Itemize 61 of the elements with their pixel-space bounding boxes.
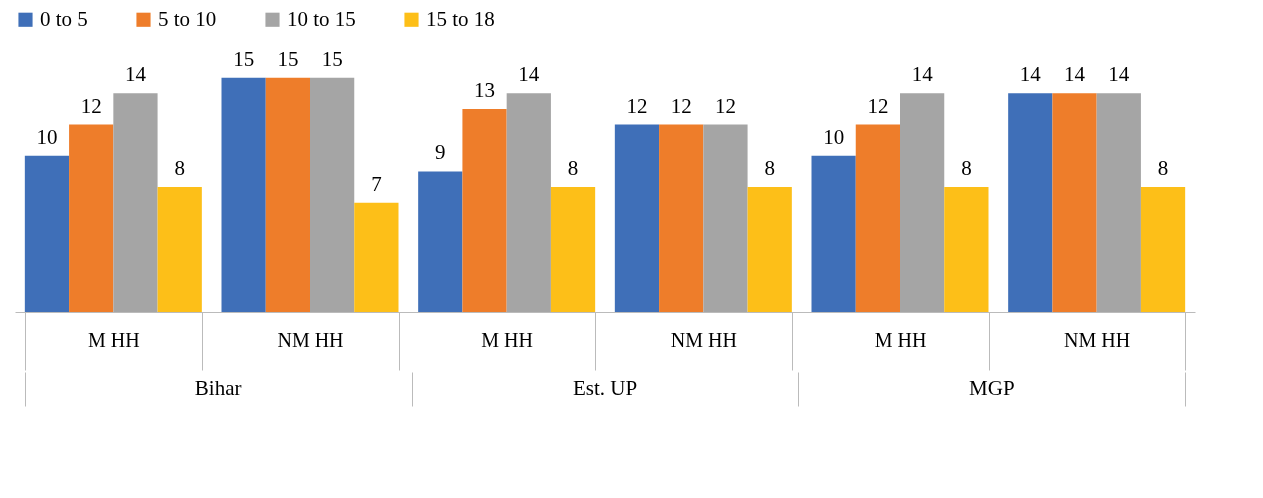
bar	[1052, 93, 1097, 312]
data-label: 8	[567, 156, 579, 180]
bar	[113, 93, 158, 312]
x-tick-label: NM HH	[277, 328, 344, 351]
bar	[550, 187, 596, 312]
data-label: 14	[124, 62, 147, 87]
bar	[703, 124, 748, 312]
data-label: 14	[911, 62, 934, 87]
data-label: 15	[233, 46, 255, 71]
legend-label: 15 to 18	[426, 6, 495, 31]
bar	[506, 93, 551, 312]
x-tick-label: NM HH	[670, 328, 737, 351]
bar	[1096, 93, 1141, 312]
bar	[462, 108, 507, 312]
data-label: 13	[474, 77, 496, 102]
bar	[24, 155, 70, 312]
bar	[418, 171, 463, 312]
x-tick-label: NM HH	[1064, 328, 1131, 351]
data-label: 12	[626, 93, 648, 118]
data-label: 7	[371, 171, 382, 196]
data-label: 15	[321, 46, 343, 71]
bar	[659, 124, 704, 312]
bar	[157, 187, 202, 312]
x-tick-label: M HH	[481, 328, 533, 351]
data-label: 10	[36, 124, 58, 149]
text: Bihar	[194, 376, 242, 400]
data-label: 8	[1157, 156, 1169, 180]
data-label: 10	[823, 124, 845, 149]
data-label: 14	[1019, 62, 1042, 87]
data-label: 14	[1108, 62, 1130, 87]
data-label: 14	[518, 62, 540, 87]
text: Est. UP	[572, 376, 638, 400]
bar	[1008, 93, 1053, 312]
data-label: 8	[961, 156, 972, 180]
bar	[265, 77, 310, 312]
bar	[310, 77, 355, 312]
bar	[221, 77, 266, 312]
bar	[747, 187, 792, 312]
text: MGP	[969, 376, 1015, 400]
legend-label: 5 to 10	[158, 6, 217, 31]
bar	[900, 93, 945, 312]
x-tick-label: M HH	[874, 328, 927, 351]
x-tick-label: M HH	[88, 328, 140, 351]
data-label: 14	[1064, 62, 1086, 87]
legend-label: 0 to 5	[40, 6, 88, 31]
bar	[855, 124, 900, 312]
bar	[811, 155, 856, 312]
data-label: 9	[435, 140, 446, 165]
legend-label: 10 to 15	[287, 6, 356, 31]
bar	[69, 124, 114, 312]
bar	[1140, 187, 1186, 312]
data-label: 12	[670, 93, 692, 118]
data-label: 12	[867, 93, 889, 118]
bar	[944, 187, 989, 312]
data-label: 8	[174, 156, 185, 180]
data-label: 8	[764, 156, 775, 180]
data-label: 12	[714, 93, 736, 118]
bar	[354, 202, 399, 312]
bar	[614, 124, 660, 312]
data-label: 12	[80, 93, 102, 118]
data-label: 15	[277, 46, 299, 71]
